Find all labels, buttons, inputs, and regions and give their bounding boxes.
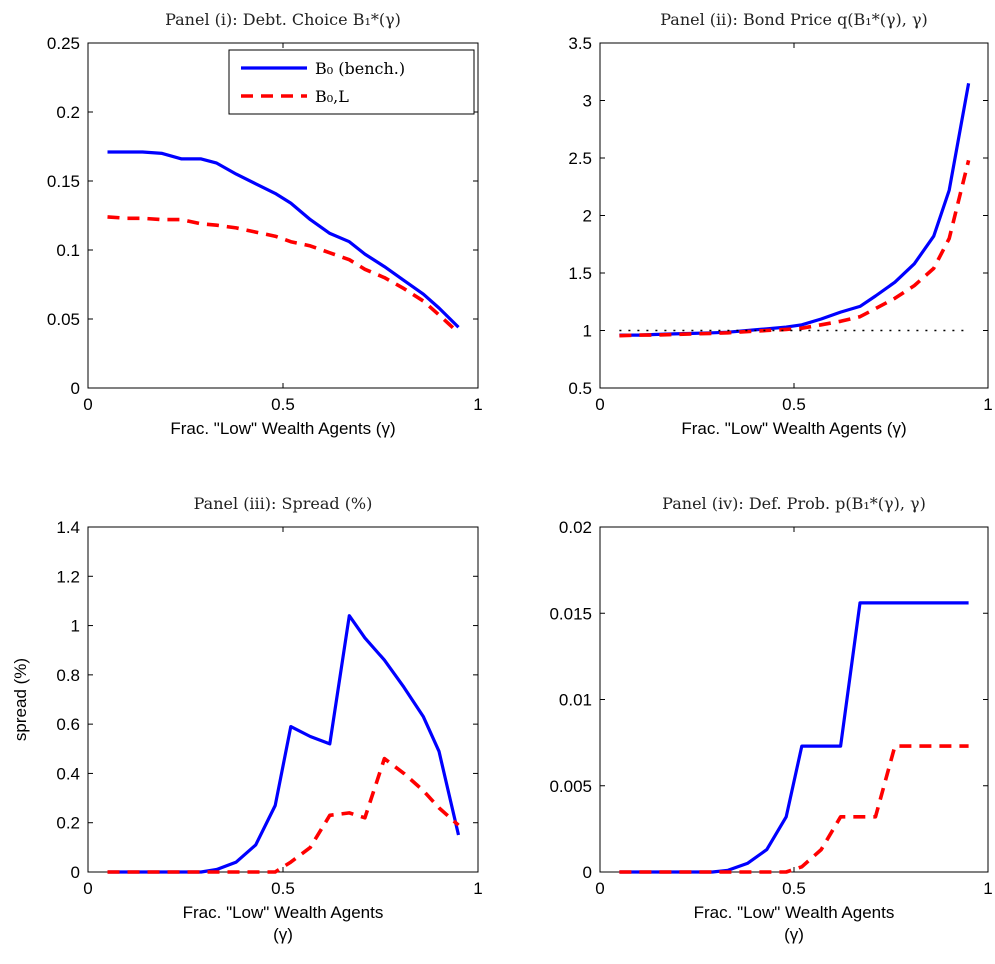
axes-box [87,526,479,873]
x-axis-label: Frac. "Low" Wealth Agents (γ) [681,419,906,438]
y-tick-label: 1 [583,322,592,341]
y-tick-label: 0.005 [549,777,592,796]
x-tick-label: 1 [473,879,482,898]
legend: B₀ (bench.) B₀,L [228,49,475,115]
panel-2: Panel (ii): Bond Price q(B₁*(γ), γ) 0.5 1 1… [568,10,992,438]
panel-3: Panel (iii): Spread (%) 0 0.2 0.4 0.6 0.8 1 1.2… [11,494,483,944]
legend-label: B₀,L [315,87,349,106]
axes-box [599,526,989,873]
x-tick-label: 0.5 [271,395,295,414]
x-tick-label: 1 [983,395,992,414]
y-tick-label: 0.2 [56,103,80,122]
chart-title: Panel (i): Debt. Choice B₁*(γ) [165,10,401,29]
x-tick-label: 1 [983,879,992,898]
series-line-2 [107,215,460,335]
x-axis-label: Frac. "Low" Wealth Agents (γ) [170,419,395,438]
y-tick-label: 0.05 [47,310,80,329]
y-tick-label: 2.5 [568,149,592,168]
y-tick-label: 3.5 [568,34,592,53]
y-tick-label: 0.25 [47,34,80,53]
y-tick-label: 1 [71,617,80,636]
x-tick-label: 0.5 [782,879,806,898]
y-tick-label: 0.5 [568,379,592,398]
y-tick-label: 0.4 [56,764,80,783]
panel-4: Panel (iv): Def. Prob. p(B₁*(γ), γ) 0 0.00… [549,494,992,944]
series-line-1 [619,83,971,337]
x-tick-label: 0 [595,879,604,898]
series-line-2 [619,744,969,874]
x-tick-label: 1 [473,395,482,414]
series-line-1 [107,150,460,329]
panel-1: Panel (i): Debt. Choice B₁*(γ) 0 0.05 0.1 0.… [47,10,483,438]
y-tick-label: 1.5 [568,264,592,283]
y-tick-label: 0.6 [56,715,80,734]
x-tick-label: 0 [83,395,92,414]
x-tick-label: 0.5 [782,395,806,414]
x-axis-label: Frac. "Low" Wealth Agents (γ) [183,903,384,944]
y-tick-label: 0 [71,863,80,882]
legend-box [228,49,475,115]
legend-label: B₀ (bench.) [315,59,405,78]
y-tick-label: 2 [583,207,592,226]
y-tick-label: 0.15 [47,172,80,191]
y-tick-label: 0.01 [559,691,592,710]
y-tick-label: 1.2 [56,567,80,586]
y-tick-label: 0.1 [56,241,80,260]
series-line-1 [619,601,969,874]
x-tick-label: 0 [595,395,604,414]
y-tick-label: 0.015 [549,604,592,623]
x-tick-label: 0 [83,879,92,898]
y-tick-label: 0 [71,379,80,398]
y-tick-label: 0.02 [559,518,592,537]
y-tick-label: 0.8 [56,666,80,685]
chart-title: Panel (iv): Def. Prob. p(B₁*(γ), γ) [662,494,926,513]
axes-box [599,42,989,389]
y-tick-label: 3 [583,92,592,111]
x-tick-label: 0.5 [271,879,295,898]
chart-title: Panel (ii): Bond Price q(B₁*(γ), γ) [660,10,928,29]
y-tick-label: 0.2 [56,814,80,833]
y-tick-label: 0 [583,863,592,882]
y-axis-label: spread (%) [11,658,30,741]
series-line-2 [107,756,460,874]
chart-title: Panel (iii): Spread (%) [194,494,373,513]
y-tick-label: 1.4 [56,518,80,537]
series-line-1 [107,614,461,874]
x-axis-label: Frac. "Low" Wealth Agents (γ) [694,903,895,944]
series-line-2 [619,159,971,338]
